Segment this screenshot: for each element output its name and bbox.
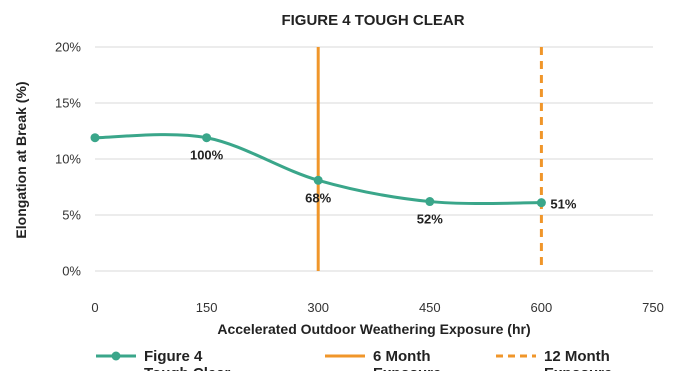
data-label: 51% xyxy=(550,197,576,212)
x-axis-label: Accelerated Outdoor Weathering Exposure … xyxy=(217,321,530,337)
y-tick-label: 10% xyxy=(55,152,81,167)
legend: Figure 4Tough Clear 6 MonthExposure 12 Mon… xyxy=(96,348,612,371)
data-label: 52% xyxy=(417,212,443,227)
x-tick-label: 750 xyxy=(642,300,664,315)
data-point xyxy=(536,198,546,208)
data-label: 100% xyxy=(190,148,224,163)
data-label: 68% xyxy=(305,190,331,205)
x-tick-label: 0 xyxy=(91,300,98,315)
series-layer: 100% 68% 52% 51% xyxy=(90,133,577,227)
legend-label: Figure 4Tough Clear xyxy=(144,348,231,371)
y-axis-ticks: 0% 5% 10% 15% 20% xyxy=(55,40,81,279)
x-tick-label: 150 xyxy=(196,300,218,315)
data-point xyxy=(425,197,435,207)
legend-item-3: 12 MonthExposure xyxy=(496,348,612,371)
reference-lines xyxy=(316,47,543,271)
data-point xyxy=(90,133,100,143)
y-tick-label: 20% xyxy=(55,40,81,55)
y-axis-label: Elongation at Break (%) xyxy=(13,81,29,238)
y-tick-label: 5% xyxy=(62,208,81,223)
legend-label: 6 MonthExposure xyxy=(373,348,441,371)
gridlines xyxy=(95,46,653,272)
data-point xyxy=(313,175,323,185)
y-tick-label: 15% xyxy=(55,96,81,111)
y-tick-label: 0% xyxy=(62,264,81,279)
legend-item-1: Figure 4Tough Clear xyxy=(96,348,231,371)
x-tick-label: 600 xyxy=(531,300,553,315)
chart-title: FIGURE 4 TOUGH CLEAR xyxy=(281,12,464,29)
x-axis-ticks: 0 150 300 450 600 750 xyxy=(91,300,663,315)
legend-marker xyxy=(111,351,121,361)
x-tick-label: 450 xyxy=(419,300,441,315)
legend-label: 12 MonthExposure xyxy=(544,348,612,371)
data-point xyxy=(202,133,212,143)
x-tick-label: 300 xyxy=(307,300,329,315)
legend-item-2: 6 MonthExposure xyxy=(325,348,441,371)
